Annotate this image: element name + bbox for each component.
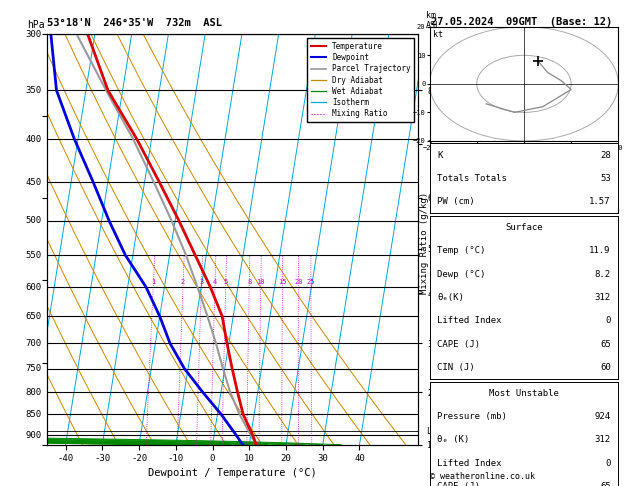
Legend: Temperature, Dewpoint, Parcel Trajectory, Dry Adiabat, Wet Adiabat, Isotherm, Mi: Temperature, Dewpoint, Parcel Trajectory… (307, 38, 415, 122)
Text: 1: 1 (151, 279, 155, 285)
Text: 350: 350 (26, 86, 42, 95)
Text: 8.2: 8.2 (594, 270, 611, 278)
Text: 400: 400 (26, 135, 42, 143)
Text: 25: 25 (307, 279, 315, 285)
Text: θₑ(K): θₑ(K) (437, 293, 464, 302)
Text: 20: 20 (294, 279, 303, 285)
Text: Temp (°C): Temp (°C) (437, 246, 486, 255)
Text: 10: 10 (257, 279, 265, 285)
Text: kt: kt (433, 30, 443, 39)
Text: © weatheronline.co.uk: © weatheronline.co.uk (430, 472, 535, 481)
Text: 11.9: 11.9 (589, 246, 611, 255)
Text: 8: 8 (247, 279, 252, 285)
Text: 4: 4 (213, 279, 217, 285)
Text: 15: 15 (278, 279, 287, 285)
X-axis label: Dewpoint / Temperature (°C): Dewpoint / Temperature (°C) (148, 468, 317, 478)
Text: 850: 850 (26, 410, 42, 419)
Text: km
ASL: km ASL (426, 11, 441, 30)
Text: 312: 312 (594, 435, 611, 444)
Text: 60: 60 (600, 363, 611, 372)
Text: CAPE (J): CAPE (J) (437, 340, 480, 348)
Text: Lifted Index: Lifted Index (437, 316, 502, 325)
Text: K: K (437, 151, 443, 159)
Text: hPa: hPa (27, 20, 45, 30)
Text: 700: 700 (26, 339, 42, 348)
Text: 0: 0 (605, 459, 611, 468)
Text: CIN (J): CIN (J) (437, 363, 475, 372)
Text: 5: 5 (223, 279, 228, 285)
Text: 2: 2 (181, 279, 185, 285)
Text: 750: 750 (26, 364, 42, 373)
Text: 1.57: 1.57 (589, 197, 611, 206)
Text: 53°18'N  246°35'W  732m  ASL: 53°18'N 246°35'W 732m ASL (47, 18, 222, 28)
Text: CAPE (J): CAPE (J) (437, 482, 480, 486)
Text: 28: 28 (600, 151, 611, 159)
Text: Lifted Index: Lifted Index (437, 459, 502, 468)
Text: 500: 500 (26, 216, 42, 225)
Text: 650: 650 (26, 312, 42, 321)
Text: LCL: LCL (426, 427, 441, 435)
Text: 600: 600 (26, 282, 42, 292)
Text: PW (cm): PW (cm) (437, 197, 475, 206)
Text: θₑ (K): θₑ (K) (437, 435, 469, 444)
Text: Dewp (°C): Dewp (°C) (437, 270, 486, 278)
Text: Totals Totals: Totals Totals (437, 174, 507, 183)
Text: 3: 3 (199, 279, 204, 285)
Text: 27.05.2024  09GMT  (Base: 12): 27.05.2024 09GMT (Base: 12) (431, 17, 612, 27)
Text: 924: 924 (594, 412, 611, 421)
Text: 65: 65 (600, 482, 611, 486)
Text: Pressure (mb): Pressure (mb) (437, 412, 507, 421)
Text: 312: 312 (594, 293, 611, 302)
Text: 53: 53 (600, 174, 611, 183)
Text: 0: 0 (605, 316, 611, 325)
Text: 900: 900 (26, 431, 42, 439)
Text: 550: 550 (26, 251, 42, 260)
Text: Surface: Surface (505, 223, 543, 232)
Text: 800: 800 (26, 387, 42, 397)
Text: Most Unstable: Most Unstable (489, 389, 559, 398)
Text: 65: 65 (600, 340, 611, 348)
Text: 300: 300 (26, 30, 42, 38)
Text: Mixing Ratio (g/kg): Mixing Ratio (g/kg) (420, 192, 429, 294)
Text: 450: 450 (26, 177, 42, 187)
